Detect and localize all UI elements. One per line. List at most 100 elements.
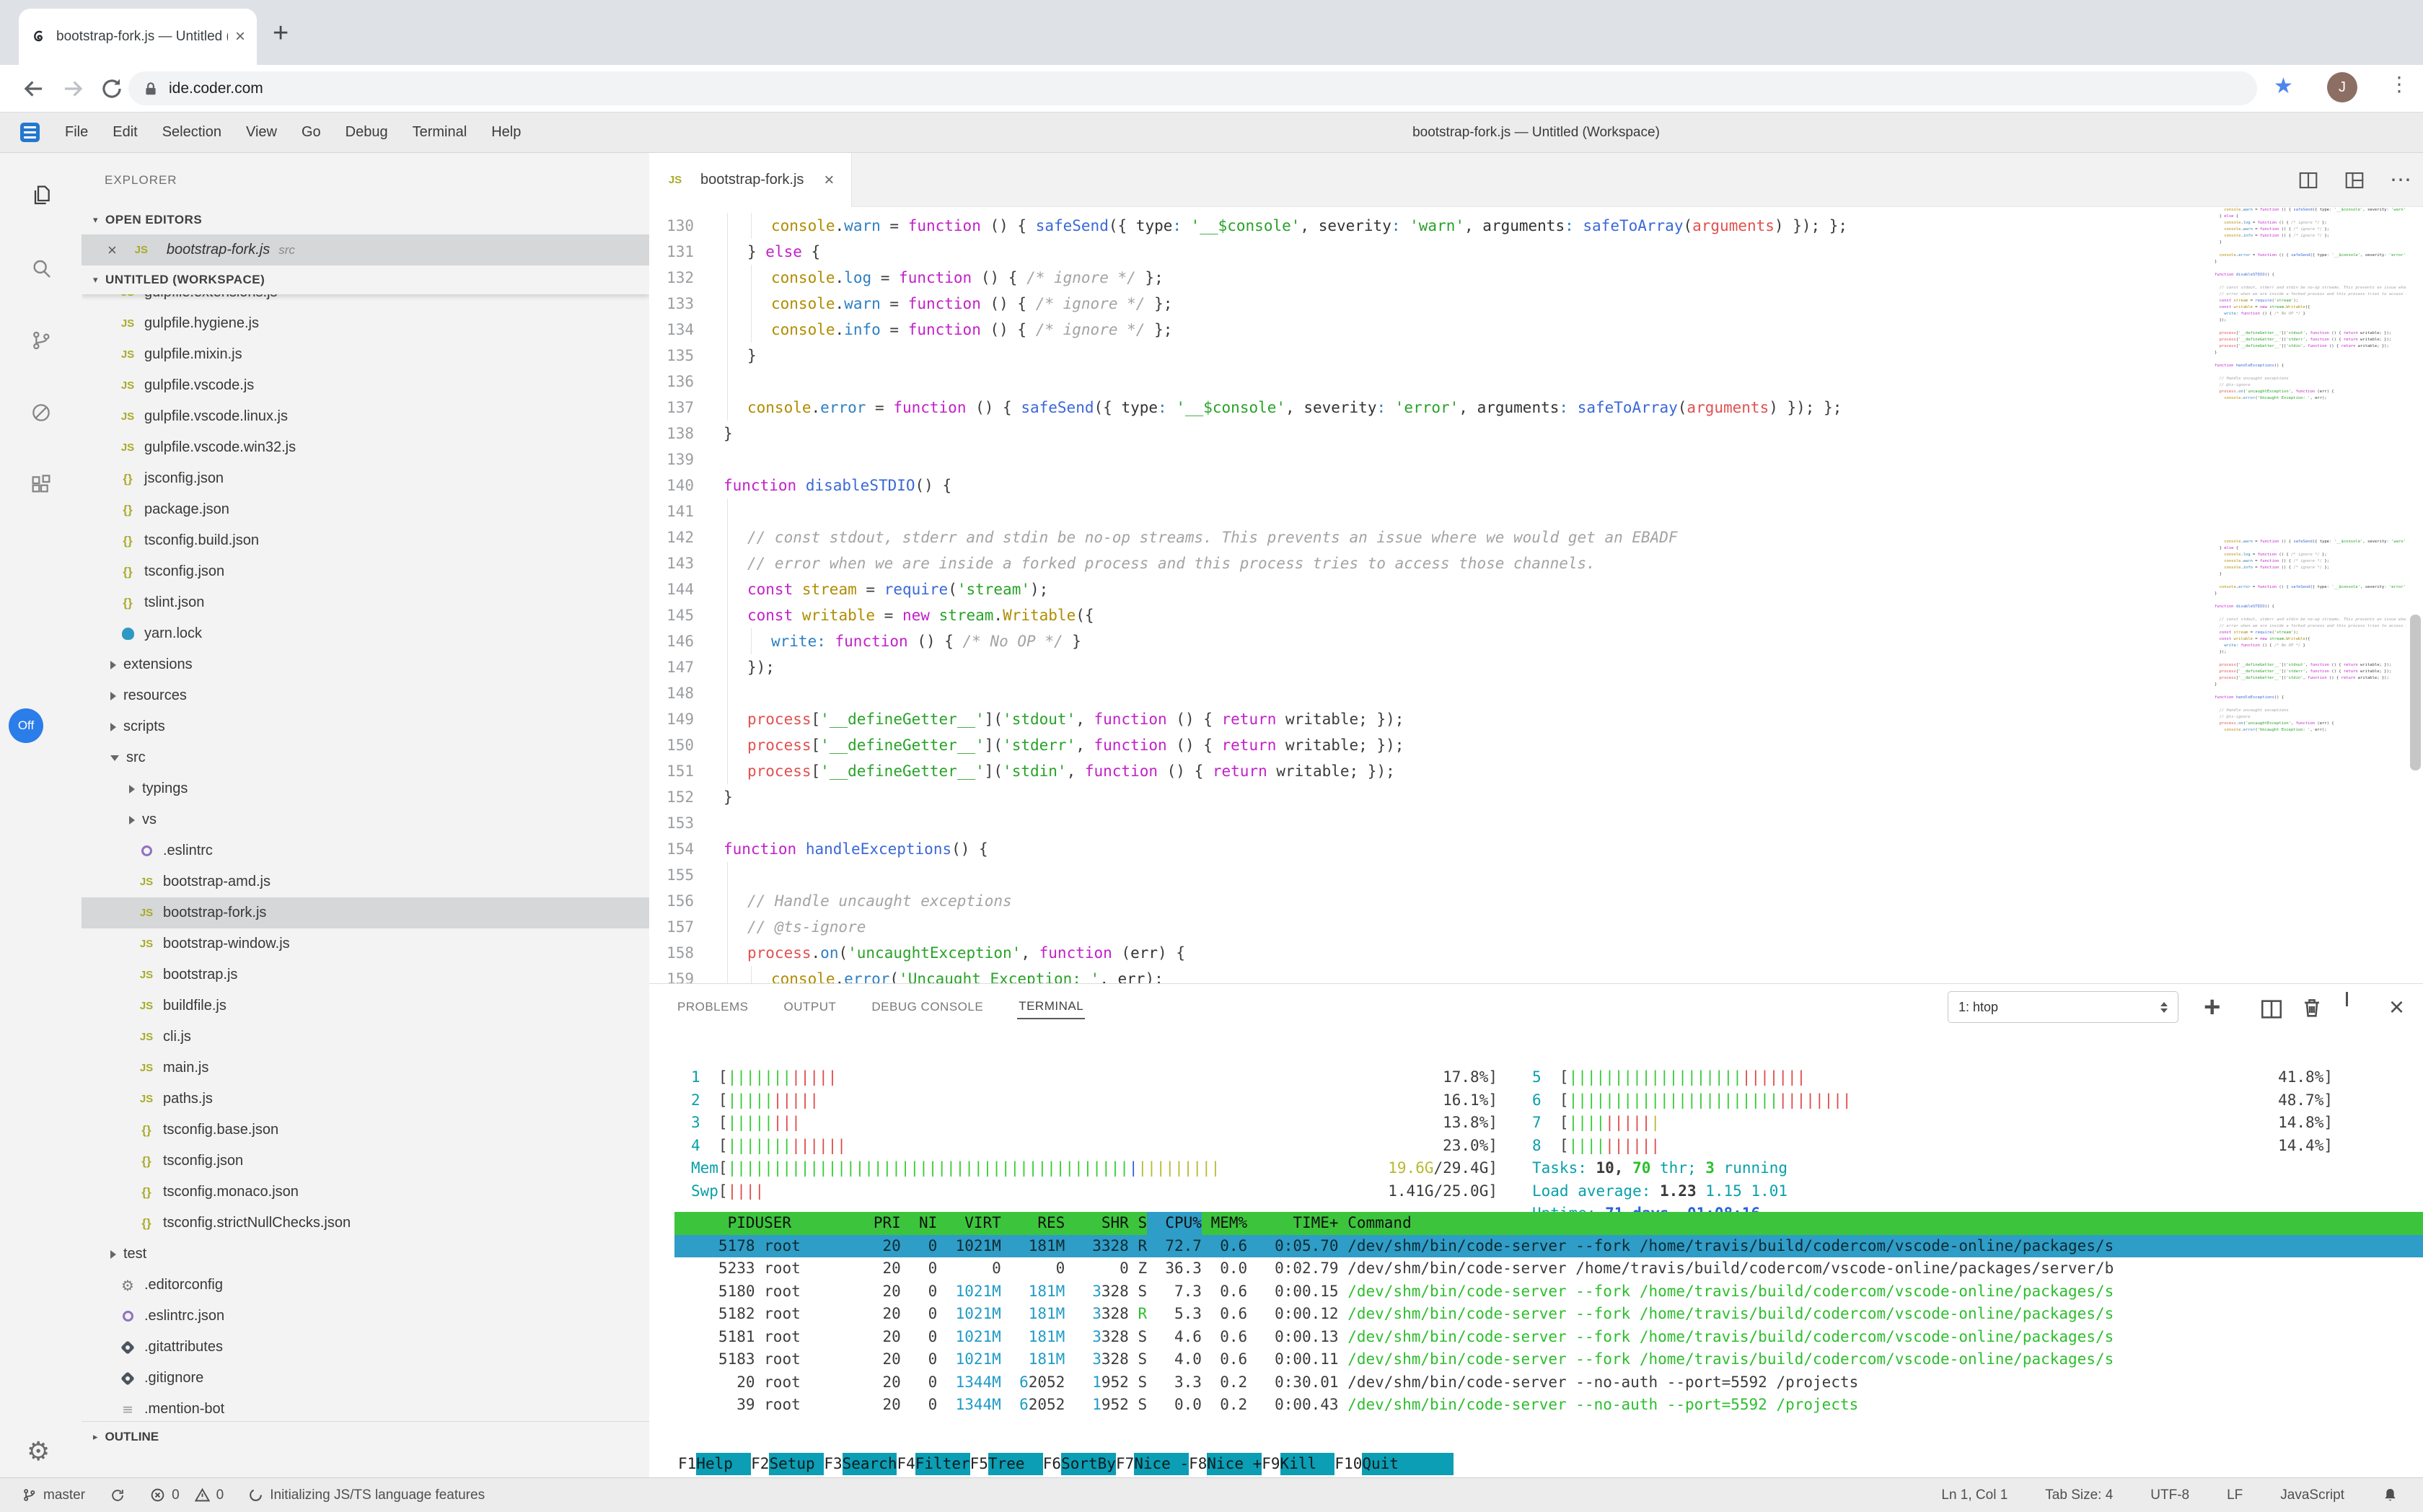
column-header-mem[interactable]: MEM%: [1210, 1214, 1248, 1231]
more-actions-icon[interactable]: ⋯: [2390, 167, 2411, 192]
tree-item[interactable]: {} tsconfig.monaco.json: [82, 1177, 649, 1208]
tree-item[interactable]: {} tslint.json: [82, 587, 649, 618]
minimap[interactable]: console.warn = function () { safeSend({ …: [2215, 207, 2406, 936]
column-header-ni[interactable]: NI: [919, 1214, 938, 1231]
tab-close-icon[interactable]: ×: [234, 27, 245, 46]
editor-scrollbar[interactable]: [2410, 615, 2421, 770]
bookmark-star-icon[interactable]: ★: [2274, 74, 2293, 98]
code-line[interactable]: 143 // error when we are inside a forked …: [649, 550, 2423, 576]
panel-tab-problems[interactable]: PROBLEMS: [677, 1000, 749, 1014]
problems-item[interactable]: 0 0: [150, 1487, 224, 1503]
indentation[interactable]: Tab Size: 4: [2045, 1487, 2114, 1503]
menu-item-file[interactable]: File: [65, 124, 89, 140]
tree-item[interactable]: {} tsconfig.build.json: [82, 525, 649, 556]
back-icon[interactable]: [20, 75, 48, 102]
code-line[interactable]: 153: [649, 810, 2423, 836]
new-tab-button[interactable]: +: [273, 18, 289, 48]
split-editor-icon[interactable]: [2297, 170, 2319, 191]
kill-terminal-icon[interactable]: [2300, 995, 2324, 1020]
tree-item[interactable]: JS bootstrap-fork.js: [82, 897, 649, 928]
code-line[interactable]: 157 // @ts-ignore: [649, 914, 2423, 940]
settings-gear-icon[interactable]: ⚙: [27, 1437, 50, 1467]
code-line[interactable]: 156 // Handle uncaught exceptions: [649, 888, 2423, 914]
code-line[interactable]: 135}: [649, 343, 2423, 369]
code-line[interactable]: 155: [649, 862, 2423, 888]
tree-item[interactable]: vs: [82, 804, 649, 835]
tree-item[interactable]: {} jsconfig.json: [82, 463, 649, 494]
fkey-f10[interactable]: F10: [1334, 1455, 1363, 1472]
code-line[interactable]: 158 process.on('uncaughtException', funct…: [649, 940, 2423, 966]
menu-item-debug[interactable]: Debug: [345, 124, 388, 140]
menu-item-edit[interactable]: Edit: [113, 124, 138, 140]
column-header-user[interactable]: USER: [755, 1214, 792, 1231]
code-line[interactable]: 146 write: function () { /* No OP */ }: [649, 628, 2423, 654]
menu-item-view[interactable]: View: [245, 124, 277, 140]
git-branch-item[interactable]: master: [22, 1487, 85, 1503]
bell-icon[interactable]: [2382, 1487, 2398, 1503]
tree-item[interactable]: JS gulpfile.vscode.linux.js: [82, 401, 649, 432]
code-line[interactable]: 136: [649, 369, 2423, 395]
outline-header[interactable]: ▸ OUTLINE: [82, 1421, 649, 1452]
open-editors-header[interactable]: ▾ OPEN EDITORS: [93, 213, 203, 227]
code-line[interactable]: 152}: [649, 784, 2423, 810]
address-bar[interactable]: ide.coder.com: [128, 71, 2257, 105]
tree-item[interactable]: ⚙ .editorconfig: [82, 1270, 649, 1301]
fkey-f5[interactable]: F5: [969, 1455, 988, 1472]
tree-item[interactable]: {} tsconfig.json: [82, 556, 649, 587]
tree-item[interactable]: scripts: [82, 711, 649, 742]
maximize-panel-icon[interactable]: [2346, 992, 2348, 1007]
fkey-f4[interactable]: F4: [897, 1455, 915, 1472]
fkey-label[interactable]: SortBy: [1061, 1453, 1116, 1475]
tree-item[interactable]: .gitattributes: [82, 1332, 649, 1363]
panel-tab-terminal[interactable]: TERMINAL: [1017, 995, 1086, 1019]
language-status-item[interactable]: Initializing JS/TS language features: [248, 1487, 485, 1503]
fkey-label[interactable]: Help: [696, 1453, 752, 1475]
tree-item[interactable]: yarn.lock: [82, 618, 649, 649]
open-editor-item[interactable]: × JS bootstrap-fork.js src: [82, 234, 649, 265]
tree-item[interactable]: JS bootstrap.js: [82, 959, 649, 990]
code-line[interactable]: 141: [649, 498, 2423, 524]
tree-item[interactable]: test: [82, 1239, 649, 1270]
forward-icon[interactable]: [59, 75, 87, 102]
explorer-icon[interactable]: [30, 183, 53, 206]
column-header-res[interactable]: RES: [1037, 1214, 1065, 1231]
eol[interactable]: LF: [2227, 1487, 2243, 1503]
browser-tab[interactable]: bootstrap-fork.js — Untitled (W ×: [19, 9, 257, 65]
tree-item[interactable]: JS gulpfile.mixin.js: [82, 339, 649, 370]
terminal-selector[interactable]: 1: htop: [1948, 991, 2178, 1023]
fkey-f6[interactable]: F6: [1042, 1455, 1062, 1472]
sync-item[interactable]: [110, 1487, 126, 1503]
extensions-icon[interactable]: [30, 473, 53, 496]
search-icon[interactable]: [30, 257, 53, 280]
tree-item[interactable]: JS cli.js: [82, 1021, 649, 1052]
tree-item[interactable]: JS gulpfile.vscode.win32.js: [82, 432, 649, 463]
code-line[interactable]: 138}: [649, 421, 2423, 447]
fkey-label[interactable]: Setup: [769, 1453, 824, 1475]
tree-item[interactable]: JS main.js: [82, 1052, 649, 1084]
tree-item[interactable]: {} tsconfig.strictNullChecks.json: [82, 1208, 649, 1239]
fkey-label[interactable]: Tree: [988, 1453, 1043, 1475]
tree-item[interactable]: .eslintrc: [82, 835, 649, 866]
code-line[interactable]: 130 console.warn = function () { safeSend…: [649, 213, 2423, 239]
tree-item[interactable]: src: [82, 742, 649, 773]
column-header-pid[interactable]: PID: [727, 1214, 755, 1231]
browser-menu-icon[interactable]: ⋮: [2389, 73, 2409, 95]
new-terminal-icon[interactable]: +: [2204, 991, 2221, 1023]
fkey-label[interactable]: Kill: [1280, 1453, 1335, 1475]
code-line[interactable]: 131} else {: [649, 239, 2423, 265]
code-line[interactable]: 142 // const stdout, stderr and stdin be …: [649, 524, 2423, 550]
code-line[interactable]: 148: [649, 680, 2423, 706]
tree-item[interactable]: JS paths.js: [82, 1084, 649, 1115]
panel-tab-debug-console[interactable]: DEBUG CONSOLE: [871, 1000, 984, 1014]
fkey-label[interactable]: Search: [842, 1453, 897, 1475]
menu-item-help[interactable]: Help: [491, 124, 522, 140]
editor-layout-icon[interactable]: [2344, 170, 2365, 191]
panel-tab-output[interactable]: OUTPUT: [783, 1000, 837, 1014]
fkey-label[interactable]: Quit: [1362, 1453, 1454, 1475]
fkey-f8[interactable]: F8: [1189, 1455, 1208, 1472]
fkey-label[interactable]: Nice -: [1134, 1453, 1189, 1475]
tree-item[interactable]: {} tsconfig.base.json: [82, 1115, 649, 1146]
tree-item[interactable]: JS gulpfile.extensions.js: [82, 294, 649, 308]
code-line[interactable]: 139: [649, 447, 2423, 472]
code-editor[interactable]: 130 console.warn = function () { safeSend…: [649, 207, 2423, 983]
